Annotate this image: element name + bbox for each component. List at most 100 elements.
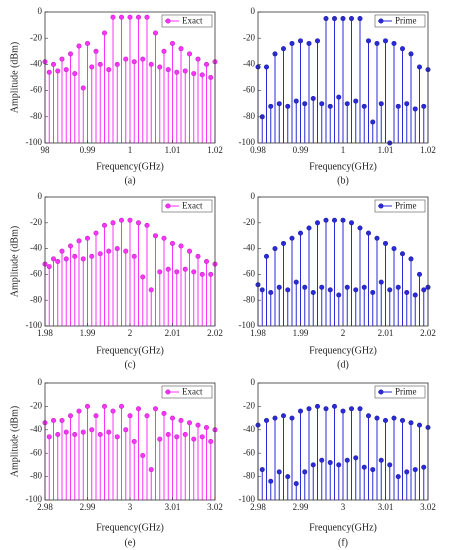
stem-marker (161, 235, 167, 241)
stem-marker (106, 67, 112, 73)
stem-marker (331, 217, 337, 223)
stem-marker (365, 38, 371, 44)
stem-marker (412, 292, 418, 298)
stem-marker (85, 403, 91, 409)
stem-marker (140, 453, 146, 459)
stem-marker (314, 403, 320, 409)
x-tick-label: 1 (341, 145, 346, 155)
stem-marker (323, 16, 329, 22)
stem-marker (153, 233, 159, 239)
stem-marker (344, 101, 350, 107)
stem-marker (395, 284, 401, 290)
y-tick-label: -80 (243, 111, 255, 121)
stem-marker (314, 38, 320, 44)
stem-marker (76, 238, 82, 244)
x-axis-label: Frequency(GHz) (96, 161, 164, 172)
stem-marker (161, 410, 167, 416)
y-tick-label: -60 (243, 85, 255, 95)
stem-marker (348, 16, 354, 22)
x-tick-label: 1.98 (250, 328, 266, 338)
stem-marker (63, 67, 69, 73)
stem-marker (119, 403, 125, 409)
stem-marker (50, 256, 56, 262)
stem-marker (268, 103, 274, 109)
y-tick-label: -100 (26, 320, 43, 330)
stem-marker (68, 243, 74, 249)
stem-marker (263, 253, 269, 259)
stem-marker (348, 220, 354, 226)
stem-marker (123, 427, 129, 433)
stem-marker (59, 417, 65, 423)
x-axis-label: Frequency(GHz) (96, 345, 164, 356)
stem-marker (336, 292, 342, 298)
legend-marker (165, 203, 171, 209)
stem-marker (272, 51, 278, 57)
stem-marker (293, 481, 299, 487)
stem-marker (378, 457, 384, 463)
stem-marker (165, 67, 171, 73)
y-tick-label: -20 (243, 217, 255, 227)
y-tick-label: -20 (30, 217, 42, 227)
stem-marker (110, 408, 116, 414)
legend-label: Exact (182, 201, 203, 211)
stem-marker (353, 455, 359, 461)
stem-marker (80, 256, 86, 262)
stem-marker (110, 220, 116, 226)
stem-marker (157, 269, 163, 275)
stem-marker (263, 417, 269, 423)
caption: (b) (337, 175, 349, 186)
stem-marker (174, 269, 180, 275)
stem-marker (170, 415, 176, 421)
stem-marker (208, 271, 214, 277)
stem-marker (85, 235, 91, 241)
stem-marker (306, 225, 312, 231)
stem-marker (131, 438, 137, 444)
stem-marker (327, 460, 333, 466)
stem-marker (72, 71, 78, 77)
x-tick-label: 2.99 (80, 502, 96, 512)
stem-marker (106, 248, 112, 254)
stem-marker (395, 103, 401, 109)
stem-marker (199, 434, 205, 440)
stem-marker (412, 106, 418, 112)
stem-marker (89, 427, 95, 433)
stem-marker (285, 474, 291, 480)
stem-marker (119, 217, 125, 223)
y-tick-label: -100 (26, 137, 43, 147)
stem-marker (102, 222, 108, 228)
stem-marker (46, 434, 52, 440)
stem-marker (404, 289, 410, 295)
stem-marker (421, 103, 427, 109)
stem-marker (412, 467, 418, 473)
stem-marker (55, 68, 61, 74)
stem-marker (114, 434, 120, 440)
stem-marker (136, 220, 142, 226)
stem-marker (289, 235, 295, 241)
stem-marker (382, 38, 388, 44)
stem-marker (165, 266, 171, 272)
stem-marker (110, 14, 116, 20)
x-axis-label: Frequency(GHz) (96, 522, 164, 533)
y-tick-label: -40 (243, 58, 255, 68)
y-tick-label: -80 (30, 471, 42, 481)
x-tick-label: 1 (128, 145, 133, 155)
stem-marker (348, 406, 354, 412)
stem-marker (416, 64, 422, 70)
stem-marker (178, 417, 184, 423)
stem-marker (144, 222, 150, 228)
stem-marker (55, 258, 61, 264)
stem-marker (140, 56, 146, 62)
x-tick-label: 98 (41, 145, 51, 155)
y-tick-label: -60 (243, 447, 255, 457)
y-tick-label: -100 (26, 494, 43, 504)
x-tick-label: 1.99 (80, 328, 96, 338)
stem-marker (123, 56, 129, 62)
stem-marker (259, 467, 265, 473)
legend-box (374, 385, 426, 399)
y-tick-label: -40 (243, 243, 255, 253)
stem-marker (323, 217, 329, 223)
y-axis-label: Amplitude (dBm) (9, 406, 20, 477)
stem-marker (119, 14, 125, 20)
stem-marker (340, 217, 346, 223)
